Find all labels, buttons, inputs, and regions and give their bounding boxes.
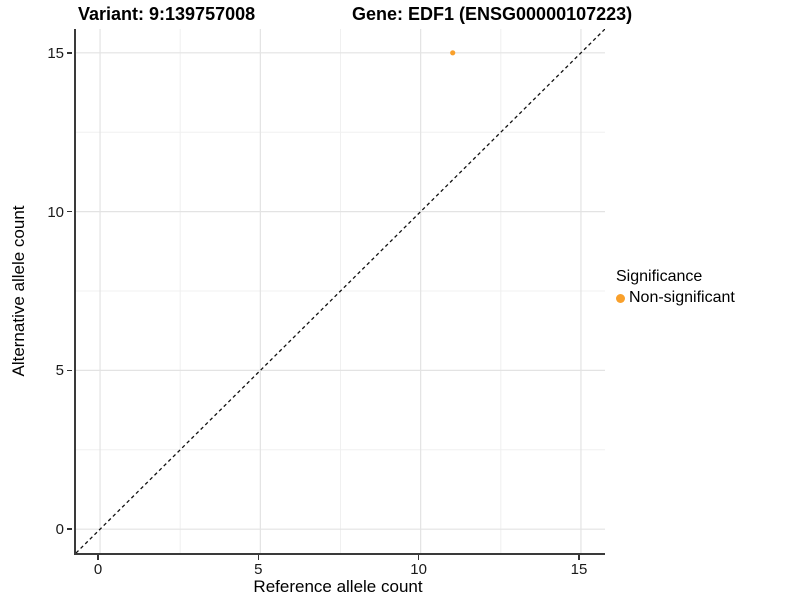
- data-point: [450, 50, 456, 56]
- y-tick-label: 0: [55, 521, 64, 539]
- y-tick-label: 5: [55, 362, 64, 380]
- x-axis-label: Reference allele count: [253, 577, 423, 596]
- plot-title-variant: Variant: 9:139757008: [78, 4, 256, 24]
- x-tick-mark: [257, 555, 260, 560]
- legend-item-non-significant: Non-significant: [616, 289, 735, 307]
- y-axis-label: Alternative allele count: [9, 205, 28, 377]
- y-tick-label: 15: [47, 44, 64, 62]
- x-tick-label: 5: [254, 561, 263, 578]
- plot-title-gene: Gene: EDF1 (ENSG00000107223): [352, 4, 633, 24]
- legend-title: Significance: [616, 268, 703, 285]
- x-tick-mark: [417, 555, 420, 560]
- x-tick-mark: [578, 555, 580, 560]
- panel-canvas: [76, 29, 605, 553]
- x-tick-label: 10: [410, 561, 427, 578]
- y-tick-mark: [67, 369, 72, 372]
- legend-item-label: Non-significant: [629, 289, 735, 306]
- x-tick-label: 0: [93, 561, 103, 578]
- y-tick-label: 10: [47, 203, 64, 221]
- y-tick-mark: [67, 52, 72, 54]
- legend: Significance Non-significant: [616, 268, 735, 307]
- x-tick-mark: [97, 555, 99, 560]
- identity-line: [76, 29, 605, 553]
- y-tick-mark: [67, 528, 72, 530]
- plot-panel: [74, 29, 605, 555]
- y-tick-mark: [67, 210, 72, 213]
- x-tick-label: 15: [570, 561, 588, 578]
- legend-point-icon: [616, 293, 625, 303]
